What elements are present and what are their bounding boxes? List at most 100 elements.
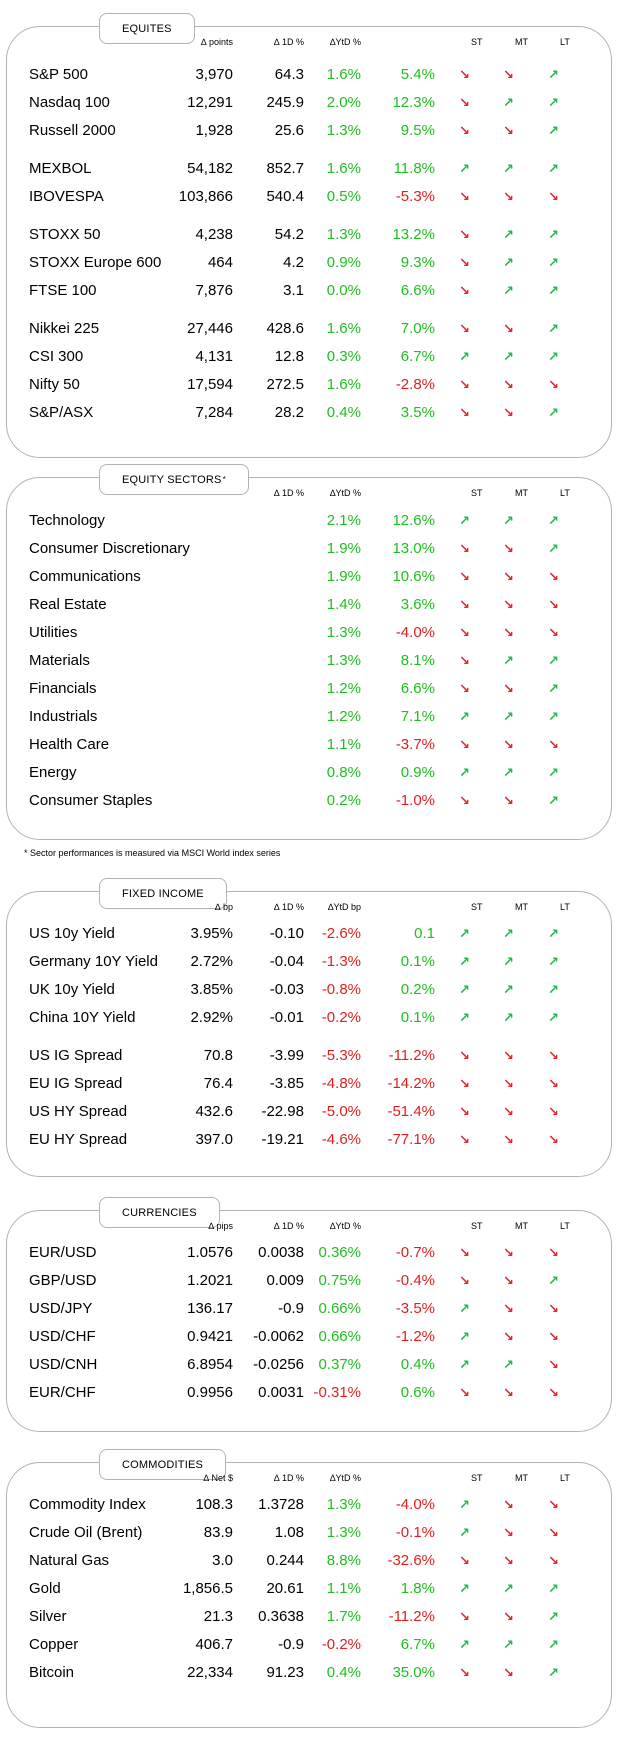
- long-term-trend-arrow-up-icon: ↗: [548, 283, 559, 298]
- one-day-change: 1.3%: [326, 652, 361, 669]
- one-day-change: 1.3%: [326, 1496, 361, 1513]
- level-value: 397.0: [195, 1131, 233, 1148]
- change-value: -0.0062: [253, 1328, 304, 1345]
- medium-term-trend-arrow-down-icon: ↘: [503, 1273, 514, 1288]
- long-term-trend-arrow-up-icon: ↗: [548, 541, 559, 556]
- table-row: Nikkei 225 27,446 428.6 1.6% 7.0% ↘ ↘ ↗: [7, 317, 611, 341]
- column-header: LT: [560, 1473, 570, 1483]
- table-row: Copper 406.7 -0.9 -0.2% 6.7% ↗ ↗ ↗: [7, 1633, 611, 1657]
- short-term-trend-arrow-down-icon: ↘: [459, 95, 470, 110]
- table-row: Commodity Index 108.3 1.3728 1.3% -4.0% ↗ ↘ ↘: [7, 1493, 611, 1517]
- table-row: FTSE 100 7,876 3.1 0.0% 6.6% ↘ ↗ ↗: [7, 279, 611, 303]
- instrument-name: STOXX 50: [29, 226, 101, 243]
- column-header: ∆ 1D %: [273, 1221, 304, 1231]
- long-term-trend-arrow-up-icon: ↗: [548, 1665, 559, 1680]
- ytd-change: 9.5%: [400, 122, 435, 139]
- medium-term-trend-arrow-down-icon: ↘: [503, 1525, 514, 1540]
- table-row: Utilities 1.3% -4.0% ↘ ↘ ↘: [7, 621, 611, 645]
- instrument-name: US HY Spread: [29, 1103, 128, 1120]
- short-term-trend-arrow-up-icon: ↗: [459, 1581, 470, 1596]
- column-header: ST: [471, 37, 483, 47]
- long-term-trend-arrow-up-icon: ↗: [548, 227, 559, 242]
- short-term-trend-arrow-down-icon: ↘: [459, 1385, 470, 1400]
- column-header: ST: [471, 1221, 483, 1231]
- instrument-name: Financials: [29, 680, 97, 697]
- ytd-change: -4.0%: [395, 624, 435, 641]
- level-value: 3.0: [212, 1552, 233, 1569]
- one-day-change: -1.3%: [321, 953, 361, 970]
- medium-term-trend-arrow-down-icon: ↘: [503, 123, 514, 138]
- medium-term-trend-arrow-up-icon: ↗: [503, 349, 514, 364]
- instrument-name: Gold: [29, 1580, 61, 1597]
- long-term-trend-arrow-up-icon: ↗: [548, 926, 559, 941]
- one-day-change: 1.1%: [326, 1580, 361, 1597]
- one-day-change: 0.4%: [326, 1664, 361, 1681]
- level-value: 103,866: [178, 188, 233, 205]
- medium-term-trend-arrow-down-icon: ↘: [503, 597, 514, 612]
- short-term-trend-arrow-up-icon: ↗: [459, 709, 470, 724]
- long-term-trend-arrow-up-icon: ↗: [548, 67, 559, 82]
- medium-term-trend-arrow-down-icon: ↘: [503, 1301, 514, 1316]
- column-headers: ∆ Net $ ∆ 1D % ∆YtD % ST MT LT: [7, 1473, 611, 1487]
- medium-term-trend-arrow-down-icon: ↘: [503, 1497, 514, 1512]
- level-value: 432.6: [195, 1103, 233, 1120]
- short-term-trend-arrow-down-icon: ↘: [459, 1665, 470, 1680]
- long-term-trend-arrow-up-icon: ↗: [548, 681, 559, 696]
- medium-term-trend-arrow-down-icon: ↘: [503, 1385, 514, 1400]
- ytd-change: -5.3%: [395, 188, 435, 205]
- table-row: USD/CNH 6.8954 -0.0256 0.37% 0.4% ↗ ↗ ↘: [7, 1353, 611, 1377]
- long-term-trend-arrow-up-icon: ↗: [548, 349, 559, 364]
- ytd-change: -0.7%: [395, 1244, 435, 1261]
- long-term-trend-arrow-up-icon: ↗: [548, 1609, 559, 1624]
- ytd-change: -3.7%: [395, 736, 435, 753]
- long-term-trend-arrow-down-icon: ↘: [548, 1329, 559, 1344]
- change-value: -22.98: [261, 1103, 304, 1120]
- ytd-change: 6.6%: [400, 680, 435, 697]
- medium-term-trend-arrow-down-icon: ↘: [503, 1104, 514, 1119]
- table-row: US IG Spread 70.8 -3.99 -5.3% -11.2% ↘ ↘ ↘: [7, 1044, 611, 1068]
- table-row: GBP/USD 1.2021 0.009 0.75% -0.4% ↘ ↘ ↗: [7, 1269, 611, 1293]
- medium-term-trend-arrow-up-icon: ↗: [503, 255, 514, 270]
- ytd-change: -32.6%: [387, 1552, 435, 1569]
- short-term-trend-arrow-down-icon: ↘: [459, 189, 470, 204]
- change-value: -0.10: [269, 925, 304, 942]
- table-row: US 10y Yield 3.95% -0.10 -2.6% 0.1 ↗ ↗ ↗: [7, 922, 611, 946]
- table-row: EUR/CHF 0.9956 0.0031 -0.31% 0.6% ↘ ↘ ↘: [7, 1381, 611, 1405]
- one-day-change: 1.6%: [326, 376, 361, 393]
- change-value: 3.1: [283, 282, 304, 299]
- short-term-trend-arrow-up-icon: ↗: [459, 982, 470, 997]
- long-term-trend-arrow-up-icon: ↗: [548, 954, 559, 969]
- one-day-change: 8.8%: [326, 1552, 361, 1569]
- one-day-change: -0.2%: [321, 1009, 361, 1026]
- one-day-change: 1.4%: [326, 596, 361, 613]
- short-term-trend-arrow-down-icon: ↘: [459, 541, 470, 556]
- one-day-change: 2.1%: [326, 512, 361, 529]
- instrument-name: FTSE 100: [29, 282, 97, 299]
- section-panel: EQUITY SECTORS * ∆ 1D % ∆YtD % ST MT LT Technol…: [6, 464, 612, 840]
- one-day-change: 0.4%: [326, 404, 361, 421]
- change-value: -0.03: [269, 981, 304, 998]
- one-day-change: 0.36%: [318, 1244, 361, 1261]
- ytd-change: 6.7%: [400, 348, 435, 365]
- medium-term-trend-arrow-down-icon: ↘: [503, 1609, 514, 1624]
- change-value: 852.7: [266, 160, 304, 177]
- change-value: 1.3728: [258, 1496, 304, 1513]
- instrument-name: EUR/CHF: [29, 1384, 96, 1401]
- ytd-change: -4.0%: [395, 1496, 435, 1513]
- ytd-change: 0.1%: [400, 1009, 435, 1026]
- instrument-name: Consumer Staples: [29, 792, 153, 809]
- table-row: UK 10y Yield 3.85% -0.03 -0.8% 0.2% ↗ ↗ ↗: [7, 978, 611, 1002]
- instrument-name: Nikkei 225: [29, 320, 100, 337]
- level-value: 76.4: [203, 1075, 233, 1092]
- change-value: 91.23: [266, 1664, 304, 1681]
- instrument-name: UK 10y Yield: [29, 981, 115, 998]
- instrument-name: Utilities: [29, 624, 78, 641]
- instrument-name: US 10y Yield: [29, 925, 115, 942]
- medium-term-trend-arrow-up-icon: ↗: [503, 926, 514, 941]
- level-value: 54,182: [187, 160, 233, 177]
- change-value: -0.9: [278, 1300, 304, 1317]
- medium-term-trend-arrow-down-icon: ↘: [503, 1132, 514, 1147]
- medium-term-trend-arrow-down-icon: ↘: [503, 321, 514, 336]
- ytd-change: -0.1%: [395, 1524, 435, 1541]
- one-day-change: -4.6%: [321, 1131, 361, 1148]
